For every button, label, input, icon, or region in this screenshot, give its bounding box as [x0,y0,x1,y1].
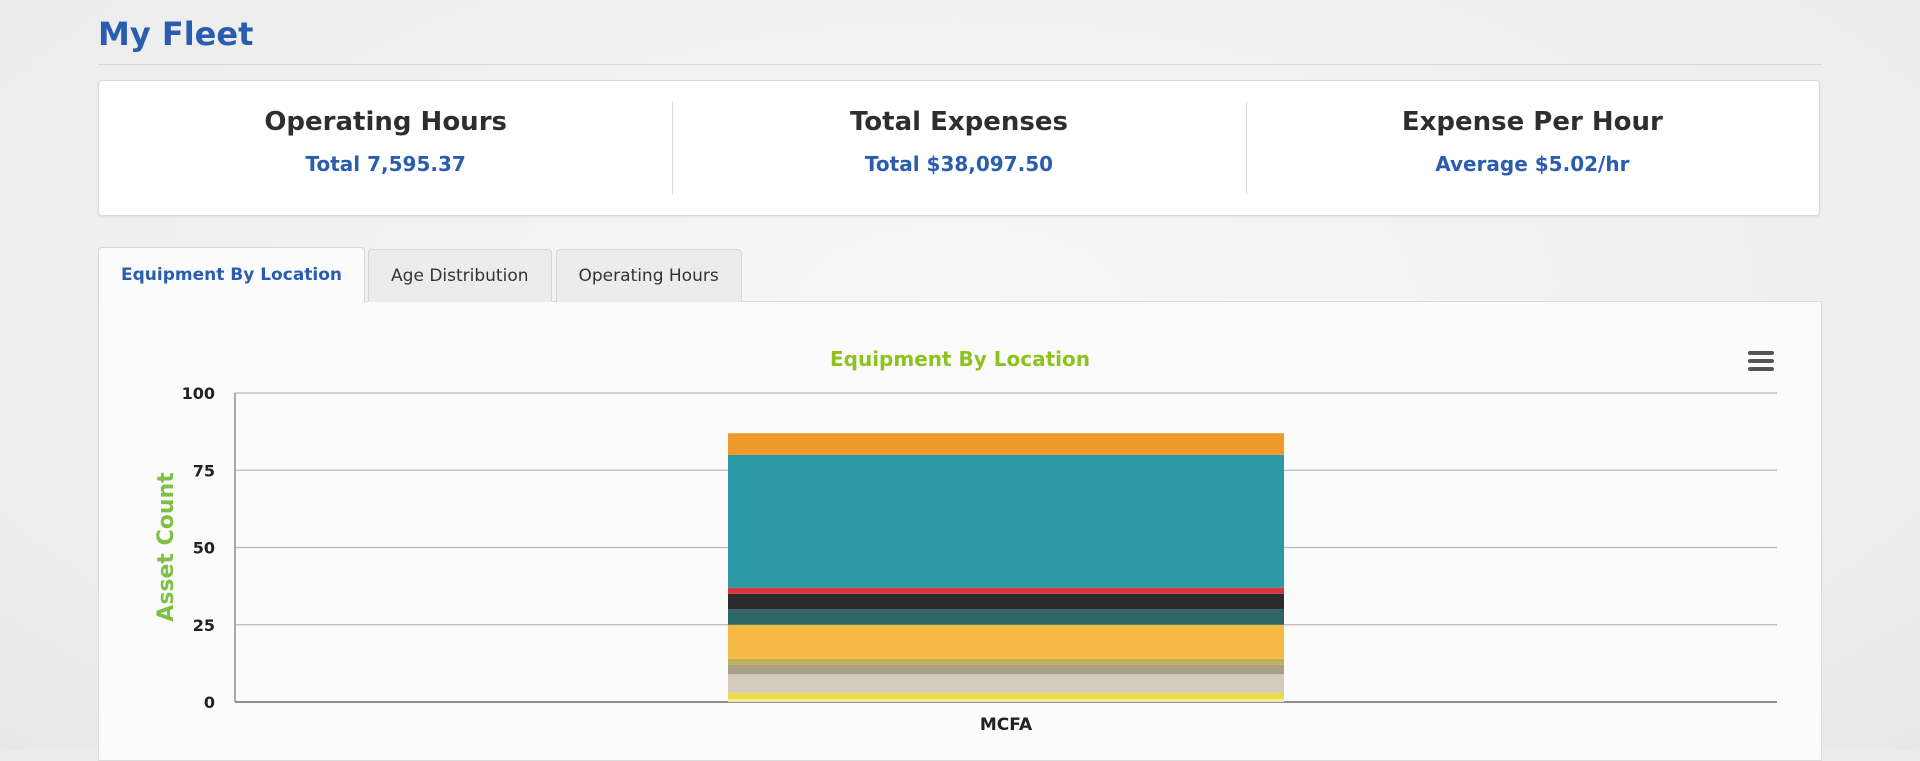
bar-segment[interactable] [728,609,1284,625]
y-tick-label: 0 [204,693,215,712]
stat-operating-hours: Operating Hours Total 7,595.37 [99,81,672,215]
bar-segment[interactable] [728,698,1284,702]
stat-label: Total Expenses [850,107,1068,137]
bar-segment[interactable] [728,454,1284,588]
x-category-label: MCFA [980,715,1033,735]
bar-segment[interactable] [728,692,1284,699]
tab-equipment-by-location[interactable]: Equipment By Location [98,247,366,302]
stat-expense-per-hour: Expense Per Hour Average $5.02/hr [1245,81,1819,215]
bar-segment[interactable] [728,587,1284,594]
hamburger-menu-icon[interactable] [1748,351,1774,373]
y-tick-label: 50 [193,539,215,558]
y-tick-label: 25 [193,616,215,635]
bar-segment[interactable] [728,674,1284,693]
stat-label: Expense Per Hour [1401,107,1663,137]
stat-value: Average $5.02/hr [1435,152,1630,176]
bar-segment[interactable] [728,624,1284,659]
y-axis-label: Asset Count [154,472,179,622]
stat-value: Total $38,097.50 [864,152,1054,176]
stat-total-expenses: Total Expenses Total $38,097.50 [672,81,1245,215]
stat-label: Operating Hours [264,107,507,137]
stat-value: Total 7,595.37 [305,152,466,176]
tab-operating-hours[interactable]: Operating Hours [555,249,742,302]
tab-age-distribution[interactable]: Age Distribution [368,249,552,302]
bar-segment[interactable] [728,593,1284,610]
bar-segment[interactable] [728,658,1284,665]
chart-tabs: Equipment By Location Age Distribution O… [98,247,746,302]
y-tick-label: 100 [182,384,215,403]
chart-title: Equipment By Location [830,347,1090,371]
title-divider [98,64,1822,65]
y-tick-label: 75 [193,461,215,480]
stats-panel: Operating Hours Total 7,595.37 Total Exp… [98,80,1820,216]
bar-segment[interactable] [728,664,1284,675]
bar-segment[interactable] [728,433,1284,455]
page-title: My Fleet [98,15,254,53]
